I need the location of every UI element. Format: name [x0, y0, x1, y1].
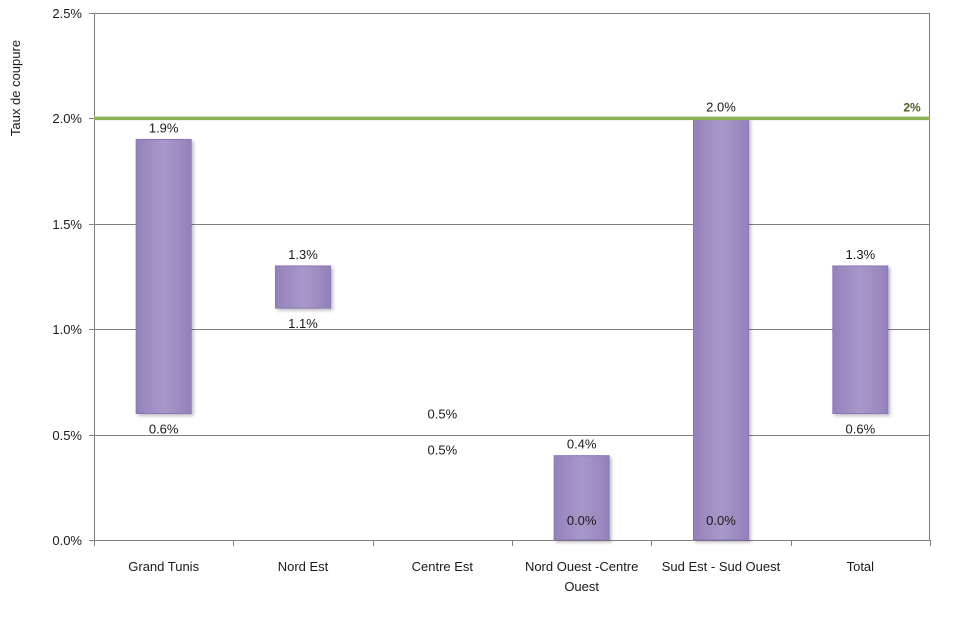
category-label: Nord Est: [278, 559, 329, 574]
bars: [135, 117, 889, 541]
y-tick-label: 2.0%: [52, 111, 82, 126]
category-label: Centre Est: [412, 559, 474, 574]
reference-line-group: 2%: [94, 100, 930, 121]
category-label: Total: [847, 559, 875, 574]
category-label: Grand Tunis: [128, 559, 199, 574]
gridlines: [94, 13, 930, 436]
labels: Grand Tunis Nord Est Centre Est Nord Ouest …: [128, 99, 875, 594]
low-value-label: 0.6%: [846, 422, 876, 437]
y-tick-label: 1.0%: [52, 322, 82, 337]
high-value-label: 2.0%: [706, 99, 736, 114]
high-value-label: 1.9%: [149, 120, 179, 135]
range-bar: [275, 265, 331, 309]
y-axis-title: Taux de coupure: [8, 40, 23, 136]
high-value-label: 1.3%: [846, 247, 876, 262]
reference-line-label: 2%: [903, 100, 921, 114]
low-value-label: 0.0%: [567, 513, 597, 528]
low-value-label: 0.0%: [706, 513, 736, 528]
y-tick-label: 0.0%: [52, 533, 82, 548]
axes: 0.0% 0.5% 1.0% 1.5% 2.0% 2.5%: [52, 6, 931, 548]
low-value-label: 1.1%: [288, 316, 318, 331]
high-value-label: 0.4%: [567, 437, 597, 452]
y-tick-label: 0.5%: [52, 428, 82, 443]
y-tick-label: 2.5%: [52, 6, 82, 21]
y-tick-label: 1.5%: [52, 217, 82, 232]
category-label: Nord Ouest -Centre Ouest: [525, 559, 638, 594]
range-bar: [553, 455, 610, 541]
range-bar: [693, 117, 749, 541]
range-bar: [135, 138, 192, 415]
low-value-label: 0.5%: [428, 443, 458, 458]
range-bar: [832, 265, 889, 415]
category-label: Sud Est - Sud Ouest: [662, 559, 781, 574]
low-value-label: 0.6%: [149, 422, 179, 437]
high-value-label: 1.3%: [288, 247, 318, 262]
high-value-label: 0.5%: [428, 407, 458, 422]
